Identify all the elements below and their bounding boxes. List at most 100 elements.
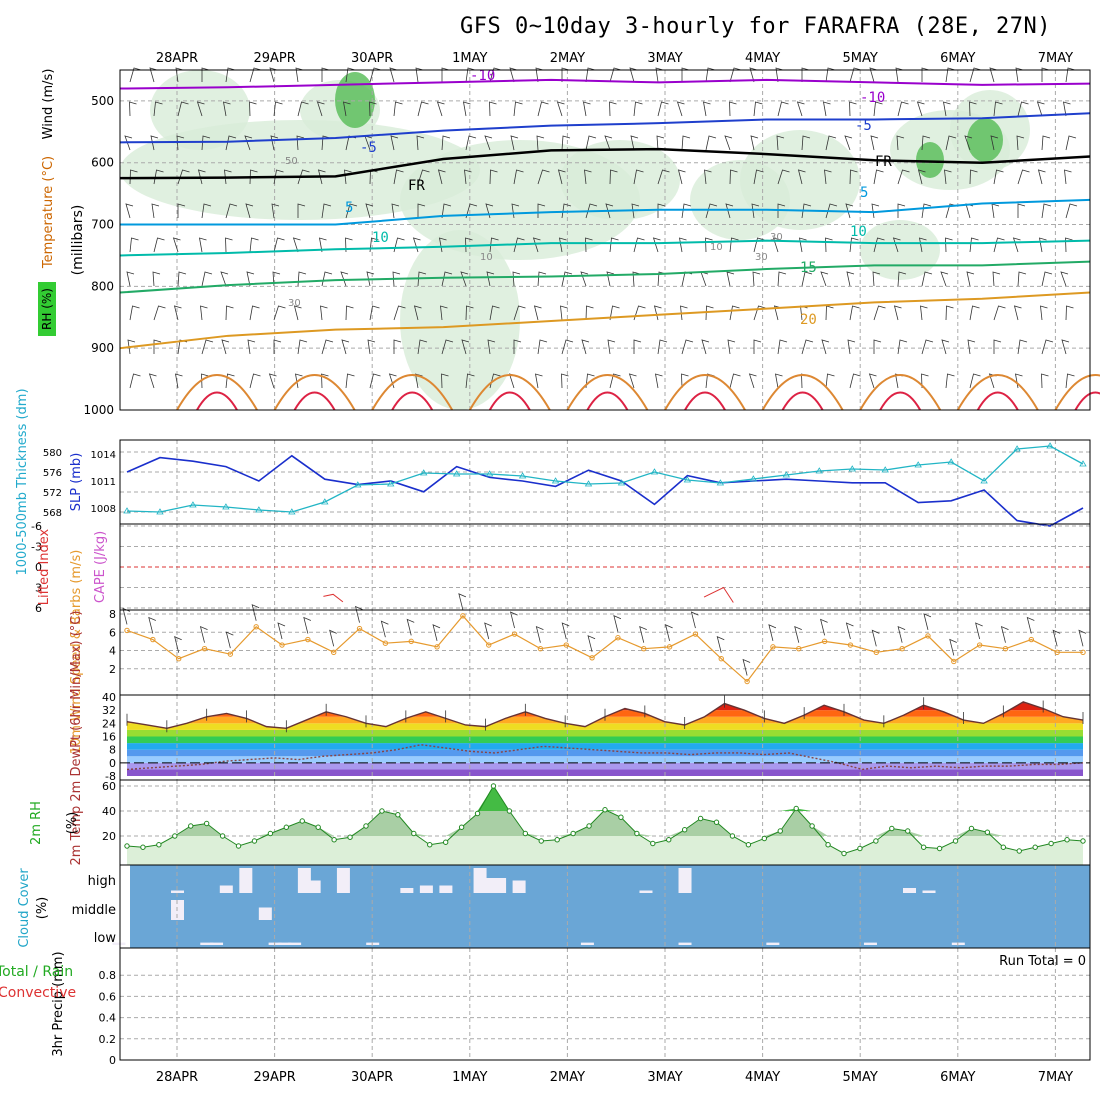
precip-label: 3hr Precip (mm) bbox=[51, 951, 66, 1056]
wind-barb bbox=[921, 271, 933, 287]
isotherm-30 bbox=[488, 391, 531, 411]
wind-tick: 6 bbox=[109, 626, 116, 639]
rh-marker bbox=[777, 828, 783, 834]
wind-barb bbox=[124, 135, 133, 151]
wind-barb bbox=[729, 373, 741, 389]
wind-barb bbox=[798, 237, 807, 253]
wind-barb bbox=[177, 169, 190, 185]
cloud-bar-high bbox=[473, 868, 487, 893]
wind-barb bbox=[796, 101, 805, 117]
wind-barb-10m bbox=[354, 605, 363, 623]
wind-barb bbox=[825, 135, 837, 151]
wind-barb bbox=[993, 169, 1004, 185]
cloud-bar-high bbox=[922, 890, 936, 893]
wind-barb bbox=[657, 101, 669, 117]
rh-marker bbox=[968, 825, 975, 832]
wind-barb bbox=[153, 339, 162, 354]
rh-shading bbox=[120, 120, 480, 220]
wind-barb bbox=[561, 135, 571, 151]
wind-barb bbox=[609, 237, 619, 253]
wind-barb bbox=[512, 271, 521, 287]
wind-barb bbox=[628, 373, 637, 389]
wind-barb bbox=[656, 135, 665, 151]
wind-barb bbox=[489, 101, 497, 117]
rh-marker bbox=[458, 824, 465, 830]
temp-band bbox=[127, 743, 1083, 750]
wind-barb bbox=[153, 237, 165, 253]
wind-barb bbox=[801, 271, 813, 287]
wind-tick: 2 bbox=[109, 663, 116, 676]
temp-band bbox=[127, 723, 1083, 730]
wind-barb bbox=[705, 203, 718, 219]
isotherm-30 bbox=[196, 391, 238, 411]
wind-barb bbox=[441, 339, 454, 355]
wind-barb bbox=[537, 339, 548, 355]
wind-barb bbox=[633, 237, 645, 253]
wind-barb bbox=[869, 67, 878, 83]
rh-contour-label: 10 bbox=[480, 252, 493, 263]
wind-barb bbox=[557, 169, 566, 185]
cloud-bar-low bbox=[580, 942, 594, 945]
thickness-tick: 568 bbox=[43, 508, 62, 519]
wind-speed-marker bbox=[408, 638, 414, 645]
wind-barb bbox=[993, 101, 1003, 117]
wind-barb bbox=[606, 271, 615, 287]
wind-barb bbox=[152, 271, 161, 287]
wind-barb bbox=[581, 339, 590, 355]
wind-barb bbox=[225, 305, 234, 321]
rh-marker bbox=[920, 844, 927, 850]
rh-marker bbox=[936, 845, 943, 852]
wind-barb bbox=[921, 373, 929, 389]
thickness-label: 1000-500mb Thickness (dm) bbox=[15, 388, 30, 575]
wind-barb bbox=[897, 101, 909, 117]
wind-barb bbox=[196, 101, 205, 117]
wind-barb bbox=[198, 237, 207, 253]
wind-barb bbox=[367, 339, 376, 355]
thickness-marker bbox=[617, 479, 626, 486]
wind-barb bbox=[822, 101, 831, 117]
wind-speed-marker bbox=[1002, 645, 1009, 652]
thickness-marker bbox=[452, 470, 461, 477]
wind-barb bbox=[272, 271, 281, 287]
wind-barb bbox=[917, 169, 926, 185]
wind-barb bbox=[225, 203, 238, 219]
rh-contour-label: 30 bbox=[288, 298, 301, 309]
wind-barb bbox=[225, 135, 237, 151]
isotherm-label: FR bbox=[408, 178, 425, 194]
wind-barb bbox=[729, 101, 737, 117]
wind-barb bbox=[201, 271, 213, 287]
date-label-bottom: 2MAY bbox=[550, 1070, 585, 1085]
wind-barb bbox=[271, 203, 280, 219]
wind-barb bbox=[940, 271, 949, 287]
wind-barb bbox=[441, 203, 452, 219]
wind-barb bbox=[129, 237, 139, 253]
wind-barb bbox=[921, 203, 932, 219]
wind-speed-marker bbox=[666, 644, 673, 650]
legend-convective: Convective bbox=[0, 985, 76, 1001]
date-label-bottom: 29APR bbox=[253, 1070, 295, 1085]
rh-contour-label: 30 bbox=[770, 232, 783, 243]
wind-barb bbox=[873, 101, 883, 117]
wind-barb-10m bbox=[639, 625, 647, 643]
wind-barb bbox=[729, 169, 738, 185]
wind-10m-label: 10m Wind Speed & Barbs (m/s) bbox=[69, 550, 84, 755]
temp-label: 2m Temp 2m DewPt (6hr Min/Max) (°C) bbox=[69, 611, 84, 866]
wind-barb-10m bbox=[690, 611, 699, 629]
rh-marker bbox=[570, 830, 576, 837]
cloud-unit: (%) bbox=[35, 897, 50, 920]
wind-barb bbox=[753, 339, 762, 354]
rh-shading bbox=[335, 72, 375, 128]
wind-barb bbox=[897, 339, 908, 355]
wind-barb bbox=[846, 271, 855, 287]
rh-marker bbox=[1064, 837, 1070, 843]
wind-barb bbox=[174, 373, 183, 389]
wind-barb bbox=[801, 203, 812, 219]
date-label-top: 29APR bbox=[253, 51, 295, 66]
isotherm-25 bbox=[176, 374, 258, 411]
isotherm-line bbox=[119, 147, 1091, 180]
wind-speed-marker bbox=[537, 645, 544, 652]
wind-barb-10m bbox=[509, 611, 518, 629]
wind-barb bbox=[273, 305, 286, 321]
li-tick: -6 bbox=[31, 520, 42, 533]
wind-barb bbox=[724, 135, 733, 151]
